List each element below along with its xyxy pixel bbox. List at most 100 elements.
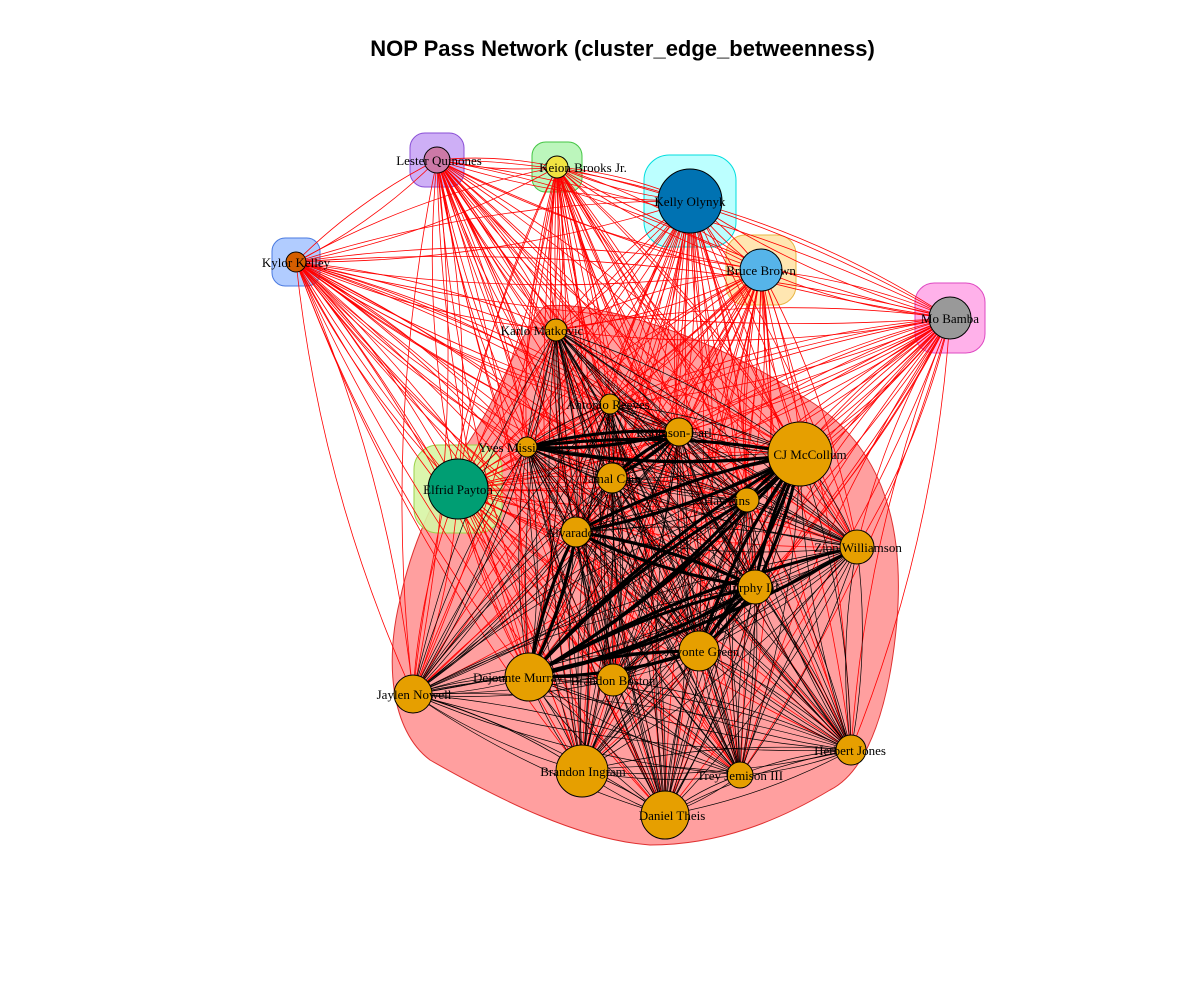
- player-label-bruce: Bruce Brown: [726, 263, 796, 278]
- player-node-lester: [423, 146, 451, 174]
- player-label-kelly: Kelly Olynyk: [654, 194, 726, 209]
- pass-edge: [412, 166, 558, 695]
- pass-edge: [556, 166, 951, 319]
- pass-edge: [549, 166, 558, 331]
- pass-edge: [664, 453, 801, 816]
- pass-edge: [295, 261, 762, 286]
- pass-edge: [689, 200, 858, 548]
- pass-edge: [412, 329, 557, 695]
- pass-edge: [525, 166, 558, 448]
- pass-edges: [295, 157, 951, 816]
- pass-edge: [575, 531, 741, 776]
- pass-edge: [664, 499, 748, 816]
- pass-edge: [295, 261, 741, 776]
- pass-edge: [527, 498, 748, 679]
- pass-edge: [412, 446, 528, 695]
- pass-edge: [612, 546, 858, 681]
- pass-edge: [664, 586, 756, 816]
- pass-edge: [457, 488, 666, 816]
- pass-edge: [412, 477, 613, 695]
- pass-edge: [457, 488, 614, 681]
- pass-edge: [611, 477, 700, 652]
- player-label-mo: Mo Bamba: [921, 311, 979, 326]
- pass-edge: [555, 329, 852, 751]
- pass-edge: [609, 269, 762, 405]
- player-nodes: Lester Quinones Keion Brooks Jr. Kelly Oly…: [262, 146, 979, 840]
- pass-edge: [295, 261, 557, 331]
- pass-edge: [739, 453, 801, 776]
- player-label-hawkins: Hawkins: [704, 493, 750, 508]
- pass-edge: [401, 159, 438, 695]
- pass-edge: [555, 329, 801, 455]
- pass-edge: [678, 269, 762, 433]
- pass-edge: [555, 269, 762, 331]
- player-label-jamal: Jamal Cain: [583, 471, 642, 486]
- pass-edge: [556, 166, 611, 405]
- pass-edge: [295, 261, 852, 751]
- pass-edge: [575, 499, 748, 533]
- pass-edge: [845, 546, 858, 751]
- pass-edge: [678, 317, 951, 433]
- pass-edge: [609, 269, 762, 405]
- pass-edge: [609, 403, 700, 652]
- player-node-boston: [596, 663, 630, 697]
- pass-edge: [526, 446, 666, 816]
- pass-edge: [436, 159, 666, 816]
- pass-edge: [295, 261, 801, 455]
- player-label-kylor: Kylor Kelley: [262, 255, 331, 270]
- pass-edge: [555, 329, 858, 548]
- pass-edge: [412, 403, 611, 695]
- pass-edge: [689, 200, 951, 319]
- player-node-antonio: [599, 393, 621, 415]
- pass-edge: [431, 159, 459, 490]
- pass-edge: [412, 586, 756, 695]
- player-node-jemison: [726, 761, 754, 789]
- player-node-keion: [545, 155, 569, 179]
- pass-edge: [556, 166, 762, 271]
- pass-edge: [526, 430, 680, 450]
- pass-edge: [664, 317, 951, 816]
- pass-edge: [526, 446, 583, 772]
- pass-edge: [850, 317, 951, 751]
- pass-edge: [436, 159, 748, 501]
- pass-edge: [556, 166, 801, 455]
- pass-edge: [581, 746, 852, 772]
- player-node-zion: [839, 529, 875, 565]
- pass-edge: [575, 531, 614, 681]
- player-node-bruce: [739, 248, 783, 292]
- pass-edge: [526, 200, 691, 448]
- pass-edge: [436, 159, 528, 448]
- pass-edge: [528, 317, 951, 678]
- pass-edge: [611, 477, 756, 588]
- pass-edge: [436, 159, 528, 448]
- pass-edge: [698, 546, 858, 652]
- player-node-theis: [640, 790, 690, 840]
- pass-edge: [412, 499, 748, 695]
- pass-edge: [754, 586, 852, 751]
- pass-edge: [555, 317, 951, 341]
- pass-edge: [295, 261, 528, 448]
- pass-edge: [850, 317, 951, 751]
- pass-edge: [526, 446, 852, 751]
- pass-edge: [526, 437, 801, 456]
- pass-edge: [555, 307, 951, 331]
- pass-edge: [526, 446, 741, 776]
- pass-edge: [526, 445, 801, 464]
- pass-edge: [556, 166, 666, 816]
- pass-edge: [295, 261, 414, 695]
- player-label-theis: Daniel Theis: [639, 808, 706, 823]
- pass-edge: [581, 317, 951, 772]
- pass-edge: [436, 159, 700, 652]
- pass-edge: [457, 488, 583, 772]
- pass-edge: [856, 317, 951, 548]
- pass-edge: [295, 261, 613, 479]
- player-label-zion: Zion Williamson: [814, 540, 902, 555]
- pass-edge: [554, 329, 577, 533]
- pass-edge: [612, 679, 741, 776]
- pass-edge: [611, 477, 858, 548]
- pass-edge: [581, 317, 951, 772]
- pass-edge: [295, 166, 558, 263]
- pass-edge: [568, 531, 583, 772]
- pass-edge: [295, 261, 951, 325]
- pass-edge: [664, 546, 858, 816]
